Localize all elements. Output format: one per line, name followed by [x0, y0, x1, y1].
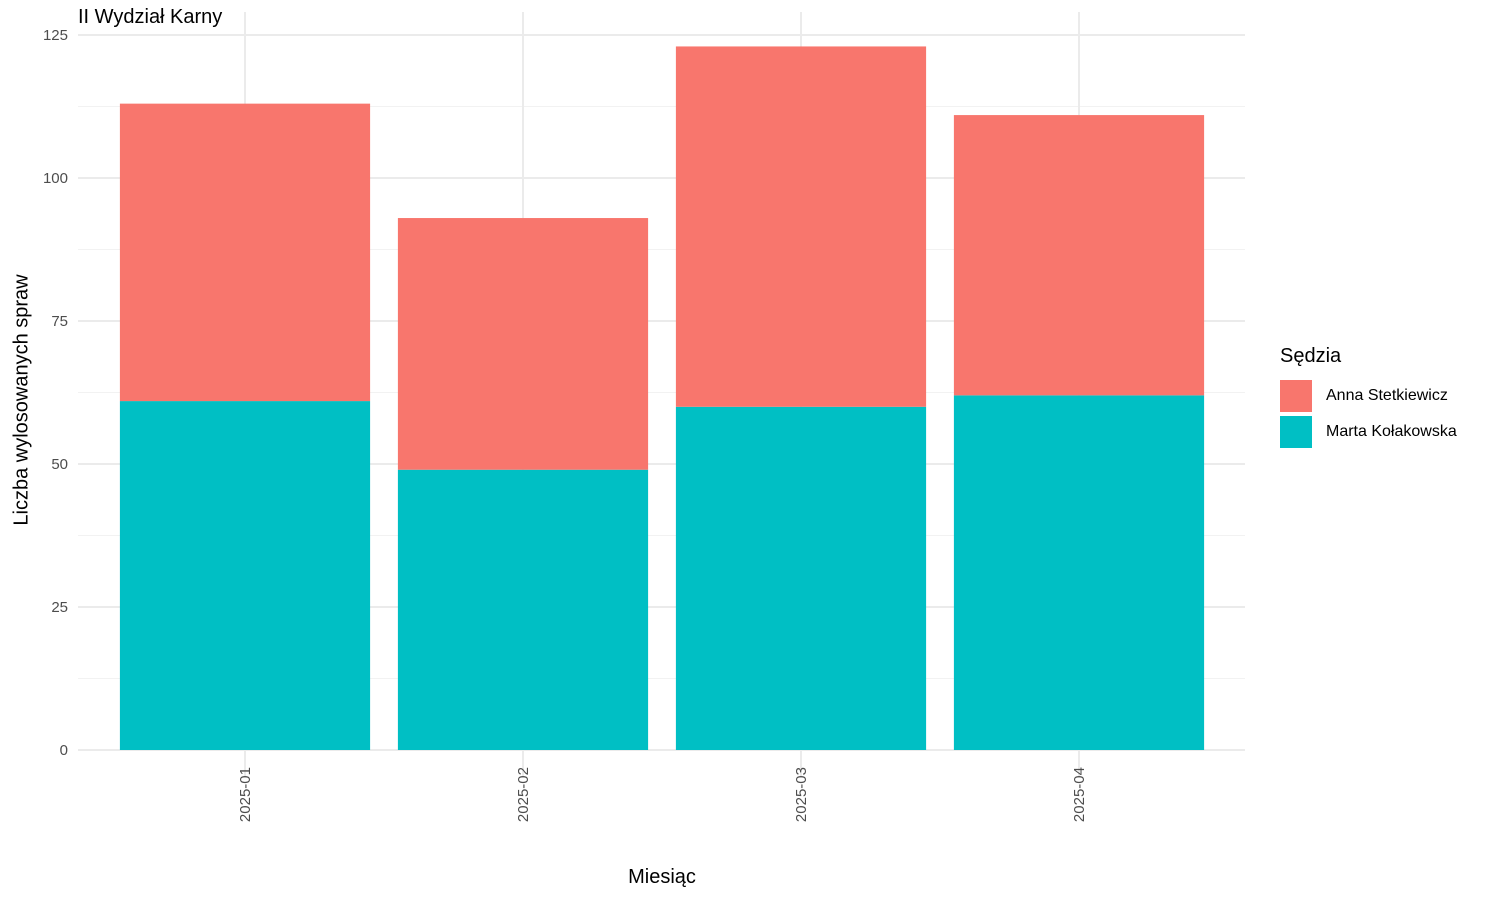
- x-tick-label: 2025-04: [1071, 767, 1088, 822]
- legend-title: Sędzia: [1280, 345, 1342, 367]
- y-tick-label: 0: [60, 742, 68, 759]
- y-tick-label: 100: [43, 170, 68, 187]
- bar-segment: [119, 103, 371, 402]
- y-tick-label: 25: [51, 599, 68, 616]
- x-tick-label: 2025-01: [237, 767, 254, 822]
- bar-segment: [675, 406, 927, 750]
- legend-label: Marta Kołakowska: [1326, 423, 1457, 440]
- y-tick-label: 75: [51, 313, 68, 330]
- legend-label: Anna Stetkiewicz: [1326, 387, 1448, 404]
- bar-segment: [953, 115, 1205, 396]
- y-axis-label: Liczba wylosowanych spraw: [10, 274, 33, 526]
- legend-item: Anna Stetkiewicz: [1280, 378, 1457, 414]
- legend-swatch: [1280, 380, 1312, 412]
- legend-item: Marta Kołakowska: [1280, 414, 1457, 450]
- bar-segment: [397, 218, 649, 470]
- legend-swatch: [1280, 416, 1312, 448]
- x-axis-label: Miesiąc: [628, 866, 696, 888]
- bar-segment: [119, 401, 371, 750]
- x-tick-label: 2025-03: [793, 767, 810, 822]
- bars-group: [119, 46, 1205, 750]
- y-tick-label: 50: [51, 456, 68, 473]
- y-tick-label: 125: [43, 27, 68, 44]
- legend-items: Anna Stetkiewicz Marta Kołakowska: [1280, 378, 1457, 450]
- x-tick-label: 2025-02: [515, 767, 532, 822]
- x-axis-ticks: 2025-01 2025-02 2025-03 2025-04: [237, 767, 1088, 822]
- bar-segment: [675, 46, 927, 407]
- legend: Sędzia Anna Stetkiewicz Marta Kołakowska: [1280, 345, 1457, 450]
- y-axis-ticks: 0 25 50 75 100 125: [43, 27, 68, 759]
- bar-segment: [397, 469, 649, 750]
- chart-title: II Wydział Karny: [78, 6, 223, 28]
- bar-segment: [953, 395, 1205, 750]
